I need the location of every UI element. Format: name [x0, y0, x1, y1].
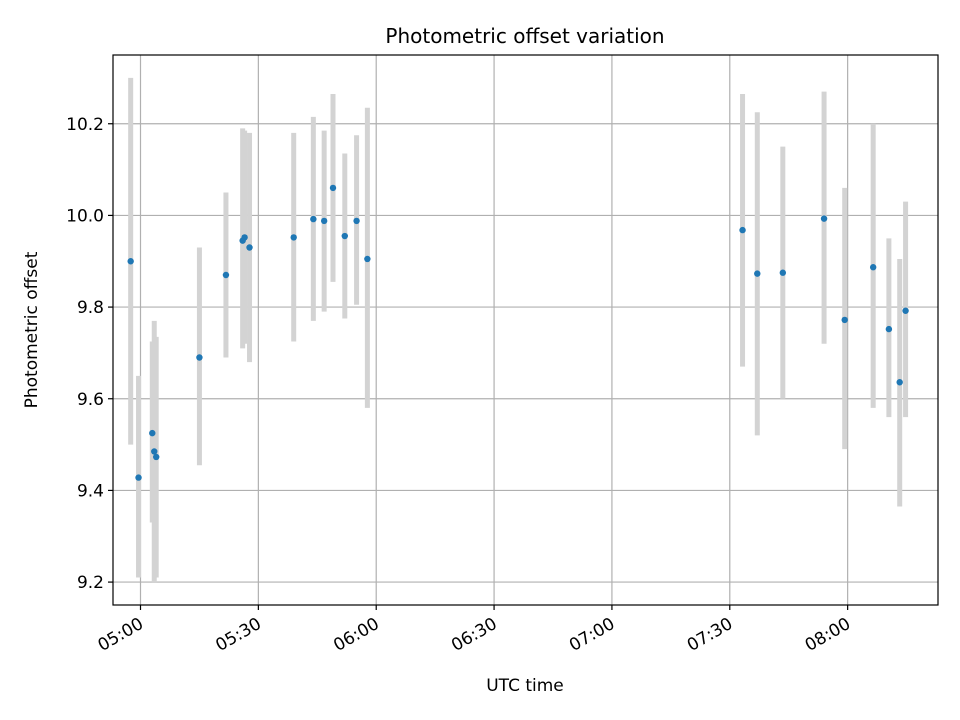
plot-frame [112, 54, 939, 606]
y-tick-label: 9.2 [77, 573, 104, 593]
y-axis-label: Photometric offset [22, 251, 42, 408]
data-point [353, 217, 360, 225]
data-point [896, 379, 903, 386]
data-point [246, 244, 253, 251]
data-point [779, 269, 787, 276]
y-tick-label: 9.4 [77, 481, 104, 501]
data-point [841, 316, 848, 324]
data-point [902, 307, 909, 314]
data-point [754, 270, 761, 277]
data-points [127, 184, 909, 481]
data-point [241, 234, 248, 241]
data-point [153, 453, 160, 461]
data-point [135, 474, 142, 481]
data-point [290, 234, 297, 241]
data-point [869, 264, 877, 271]
y-tick-label: 9.6 [77, 390, 104, 410]
data-point [364, 255, 371, 263]
chart-title: Photometric offset variation [385, 24, 664, 48]
data-point [820, 215, 828, 222]
y-tick-label: 10.2 [66, 115, 104, 135]
x-axis-label: UTC time [486, 676, 564, 696]
data-point [341, 232, 348, 240]
y-tick-label: 10.0 [66, 206, 104, 226]
data-point [739, 226, 746, 234]
y-tick-label: 9.8 [77, 298, 104, 318]
data-point [885, 325, 893, 333]
data-point [320, 217, 328, 225]
y-axis-ticks: 9.2 9.4 9.6 9.8 10.0 10.2 [66, 115, 113, 593]
data-point [222, 271, 230, 279]
data-point [196, 354, 203, 361]
data-point [329, 184, 337, 192]
data-point [127, 258, 134, 265]
data-point [149, 429, 156, 437]
data-point [310, 215, 317, 223]
data-point [151, 448, 158, 455]
